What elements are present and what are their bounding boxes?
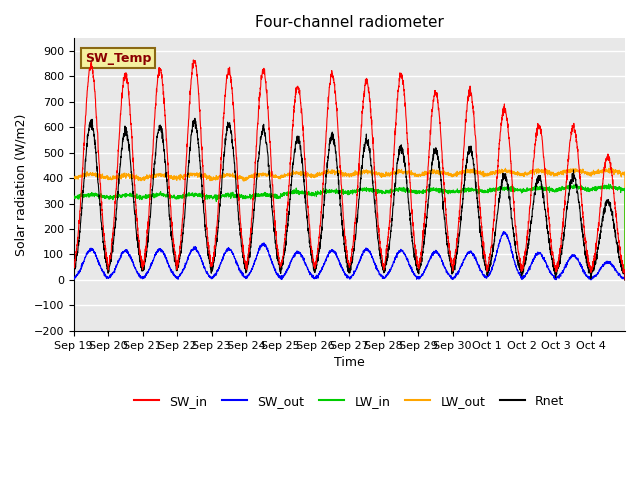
Title: Four-channel radiometer: Four-channel radiometer xyxy=(255,15,444,30)
Y-axis label: Solar radiation (W/m2): Solar radiation (W/m2) xyxy=(15,113,28,256)
X-axis label: Time: Time xyxy=(334,356,365,369)
Legend: SW_in, SW_out, LW_in, LW_out, Rnet: SW_in, SW_out, LW_in, LW_out, Rnet xyxy=(129,390,570,413)
Text: SW_Temp: SW_Temp xyxy=(85,51,151,64)
